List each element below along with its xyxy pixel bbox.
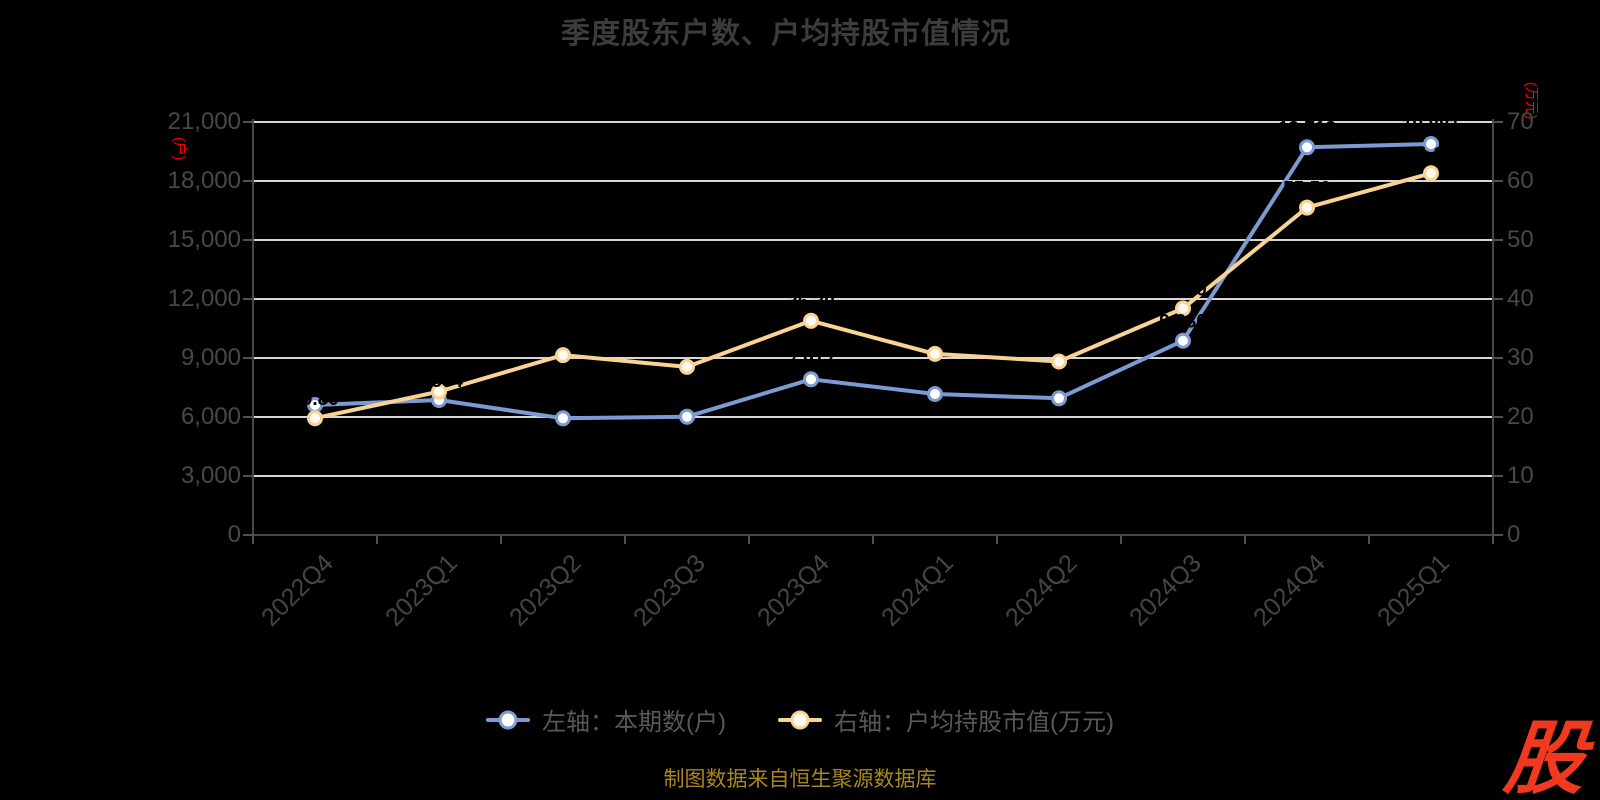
legend-label: 左轴：本期数(户): [542, 709, 726, 736]
right-axis-tick-label: 40: [1507, 285, 1534, 312]
svg-text:6,610: 6,610: [291, 376, 339, 397]
left-axis-tick-label: 18,000: [167, 167, 241, 194]
svg-text:38.40: 38.40: [1159, 279, 1207, 300]
left-axis-tick-label: 21,000: [167, 108, 241, 135]
svg-text:30.50: 30.50: [539, 326, 587, 347]
left-axis-tick-label: 6,000: [180, 403, 241, 430]
brand-logo: 股: [1500, 714, 1588, 800]
svg-text:6,864: 6,864: [415, 371, 463, 392]
svg-text:6,015: 6,015: [663, 388, 711, 409]
right-axis-tick-label: 20: [1507, 403, 1534, 430]
svg-text:24.30: 24.30: [415, 363, 463, 384]
left-axis-unit-label: (户): [172, 137, 188, 161]
svg-text:19,713: 19,713: [1278, 118, 1336, 139]
svg-text:61.30: 61.30: [1407, 144, 1455, 165]
svg-text:19,881: 19,881: [1402, 115, 1461, 136]
svg-text:6,951: 6,951: [1035, 369, 1083, 390]
svg-text:29.40: 29.40: [1035, 333, 1083, 354]
legend-item[interactable]: 左轴：本期数(户): [486, 702, 726, 737]
left-axis-tick-label: 15,000: [167, 226, 241, 253]
left-axis-tick-label: 0: [227, 521, 241, 548]
svg-text:9,880: 9,880: [1159, 312, 1207, 333]
svg-text:19.80: 19.80: [291, 389, 339, 410]
legend-item[interactable]: 右轴：户均持股市值(万元): [778, 702, 1114, 737]
chart-title: 季度股东户数、户均持股市值情况: [560, 18, 1011, 50]
legend-series-marker-icon: [486, 710, 531, 730]
chart-legend: 左轴：本期数(户) 右轴：户均持股市值(万元): [0, 702, 1600, 737]
svg-text:30.70: 30.70: [911, 325, 959, 346]
left-axis-tick-label: 9,000: [180, 344, 241, 371]
left-axis-tick-label: 12,000: [167, 285, 241, 312]
right-axis-tick-label: 70: [1507, 108, 1534, 135]
right-axis-tick-label: 50: [1507, 226, 1534, 253]
right-axis-tick-label: 10: [1507, 462, 1534, 489]
svg-text:7,917: 7,917: [787, 350, 835, 371]
svg-text:55.50: 55.50: [1283, 179, 1331, 200]
svg-text:7,169: 7,169: [911, 365, 959, 386]
legend-series-marker-icon: [778, 710, 822, 730]
svg-text:28.50: 28.50: [663, 338, 711, 359]
right-axis-tick-label: 60: [1507, 167, 1534, 194]
data-source-note: 制图数据来自恒生聚源数据库: [663, 768, 937, 791]
svg-text:36.30: 36.30: [787, 292, 835, 313]
right-axis-tick-label: 30: [1507, 344, 1534, 371]
legend-label: 右轴：户均持股市值(万元): [834, 709, 1114, 736]
left-axis-tick-label: 3,000: [180, 462, 241, 489]
right-axis-tick-label: 0: [1507, 521, 1521, 548]
svg-text:5,934: 5,934: [539, 389, 587, 410]
